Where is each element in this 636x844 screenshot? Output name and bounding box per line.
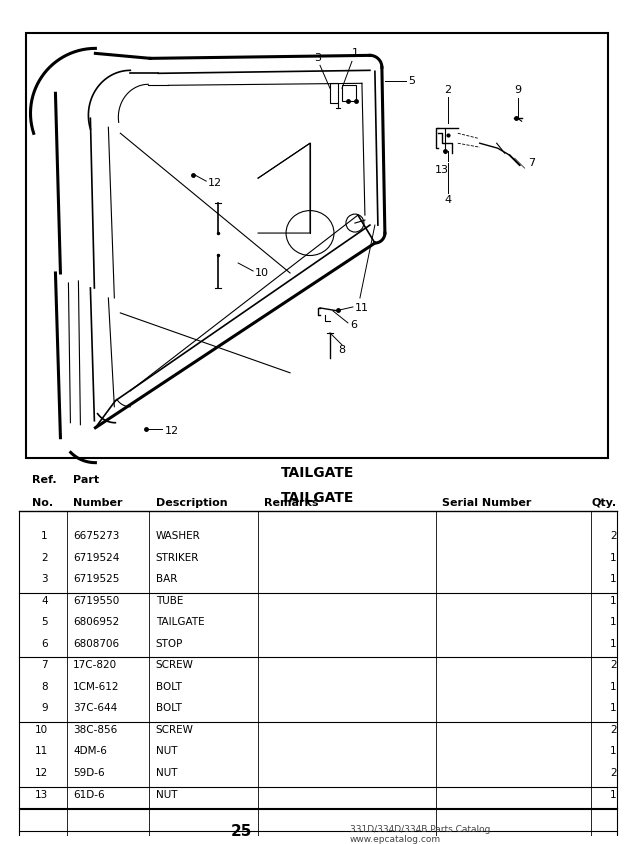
Text: 2: 2 [611, 660, 617, 670]
Text: Number: Number [73, 498, 123, 507]
Text: 9: 9 [41, 703, 48, 713]
Text: Description: Description [156, 498, 228, 507]
Text: 1: 1 [611, 682, 617, 692]
Text: 6675273: 6675273 [73, 531, 120, 541]
Text: 61D-6: 61D-6 [73, 789, 105, 799]
Text: NUT: NUT [156, 789, 177, 799]
Text: 2: 2 [611, 768, 617, 778]
Bar [330, 84, 338, 103]
Text: 4: 4 [41, 596, 48, 606]
Text: Part: Part [73, 475, 99, 485]
Text: SCREW: SCREW [156, 725, 194, 735]
Text: 1: 1 [611, 574, 617, 584]
Text: 10: 10 [34, 725, 48, 735]
Text: 12: 12 [165, 425, 179, 436]
Text: 17C-820: 17C-820 [73, 660, 117, 670]
Text: 2: 2 [41, 553, 48, 563]
Text: TAILGATE: TAILGATE [281, 466, 355, 479]
Text: 331D/334D/334B Parts Catalog: 331D/334D/334B Parts Catalog [350, 825, 490, 834]
Text: STRIKER: STRIKER [156, 553, 199, 563]
Text: 5: 5 [408, 76, 415, 86]
Text: WASHER: WASHER [156, 531, 200, 541]
Text: 3: 3 [41, 574, 48, 584]
Text: STOP: STOP [156, 639, 183, 649]
Text: 1CM-612: 1CM-612 [73, 682, 120, 692]
Text: TUBE: TUBE [156, 596, 183, 606]
Text: 38C-856: 38C-856 [73, 725, 118, 735]
Text: 4DM-6: 4DM-6 [73, 746, 107, 756]
Text: 12: 12 [208, 178, 223, 188]
Text: Remarks: Remarks [264, 498, 319, 507]
Text: 13: 13 [435, 165, 449, 176]
Text: 1: 1 [611, 553, 617, 563]
Text: Serial Number: Serial Number [442, 498, 532, 507]
Text: 1: 1 [352, 48, 359, 58]
Text: 12: 12 [34, 768, 48, 778]
Text: 1: 1 [611, 703, 617, 713]
Text: 13: 13 [34, 789, 48, 799]
Text: 6808706: 6808706 [73, 639, 120, 649]
Text: 11: 11 [34, 746, 48, 756]
Text: 2: 2 [611, 725, 617, 735]
Bar [342, 85, 356, 101]
Text: 1: 1 [611, 789, 617, 799]
Text: Ref.: Ref. [32, 475, 57, 485]
Text: BOLT: BOLT [156, 703, 182, 713]
Text: 25: 25 [231, 824, 252, 839]
Text: 1: 1 [611, 617, 617, 627]
Text: TAILGATE: TAILGATE [281, 490, 355, 505]
Text: 2: 2 [444, 85, 452, 95]
Text: 1: 1 [41, 531, 48, 541]
Text: 10: 10 [255, 268, 269, 278]
Text: 6719524: 6719524 [73, 553, 120, 563]
Text: TAILGATE: TAILGATE [156, 617, 204, 627]
Text: 1: 1 [611, 746, 617, 756]
Text: 7: 7 [528, 158, 535, 168]
Text: 6: 6 [350, 320, 357, 330]
Text: BOLT: BOLT [156, 682, 182, 692]
Text: NUT: NUT [156, 768, 177, 778]
Text: 7: 7 [41, 660, 48, 670]
Text: 1: 1 [611, 596, 617, 606]
Text: 1: 1 [611, 639, 617, 649]
Text: 3: 3 [314, 53, 322, 63]
Text: 8: 8 [338, 345, 345, 354]
Text: NUT: NUT [156, 746, 177, 756]
Text: 6719525: 6719525 [73, 574, 120, 584]
Text: 11: 11 [355, 303, 369, 313]
Text: 6806952: 6806952 [73, 617, 120, 627]
Text: 8: 8 [41, 682, 48, 692]
Text: 59D-6: 59D-6 [73, 768, 105, 778]
Text: 2: 2 [611, 531, 617, 541]
Text: No.: No. [32, 498, 53, 507]
Text: SCREW: SCREW [156, 660, 194, 670]
Text: 4: 4 [444, 195, 452, 205]
Text: 9: 9 [514, 85, 522, 95]
Text: www.epcatalog.com: www.epcatalog.com [350, 836, 441, 844]
Text: 6: 6 [41, 639, 48, 649]
Text: 6719550: 6719550 [73, 596, 120, 606]
Text: 5: 5 [41, 617, 48, 627]
Text: 37C-644: 37C-644 [73, 703, 118, 713]
Text: BAR: BAR [156, 574, 177, 584]
Text: Qty.: Qty. [591, 498, 617, 507]
